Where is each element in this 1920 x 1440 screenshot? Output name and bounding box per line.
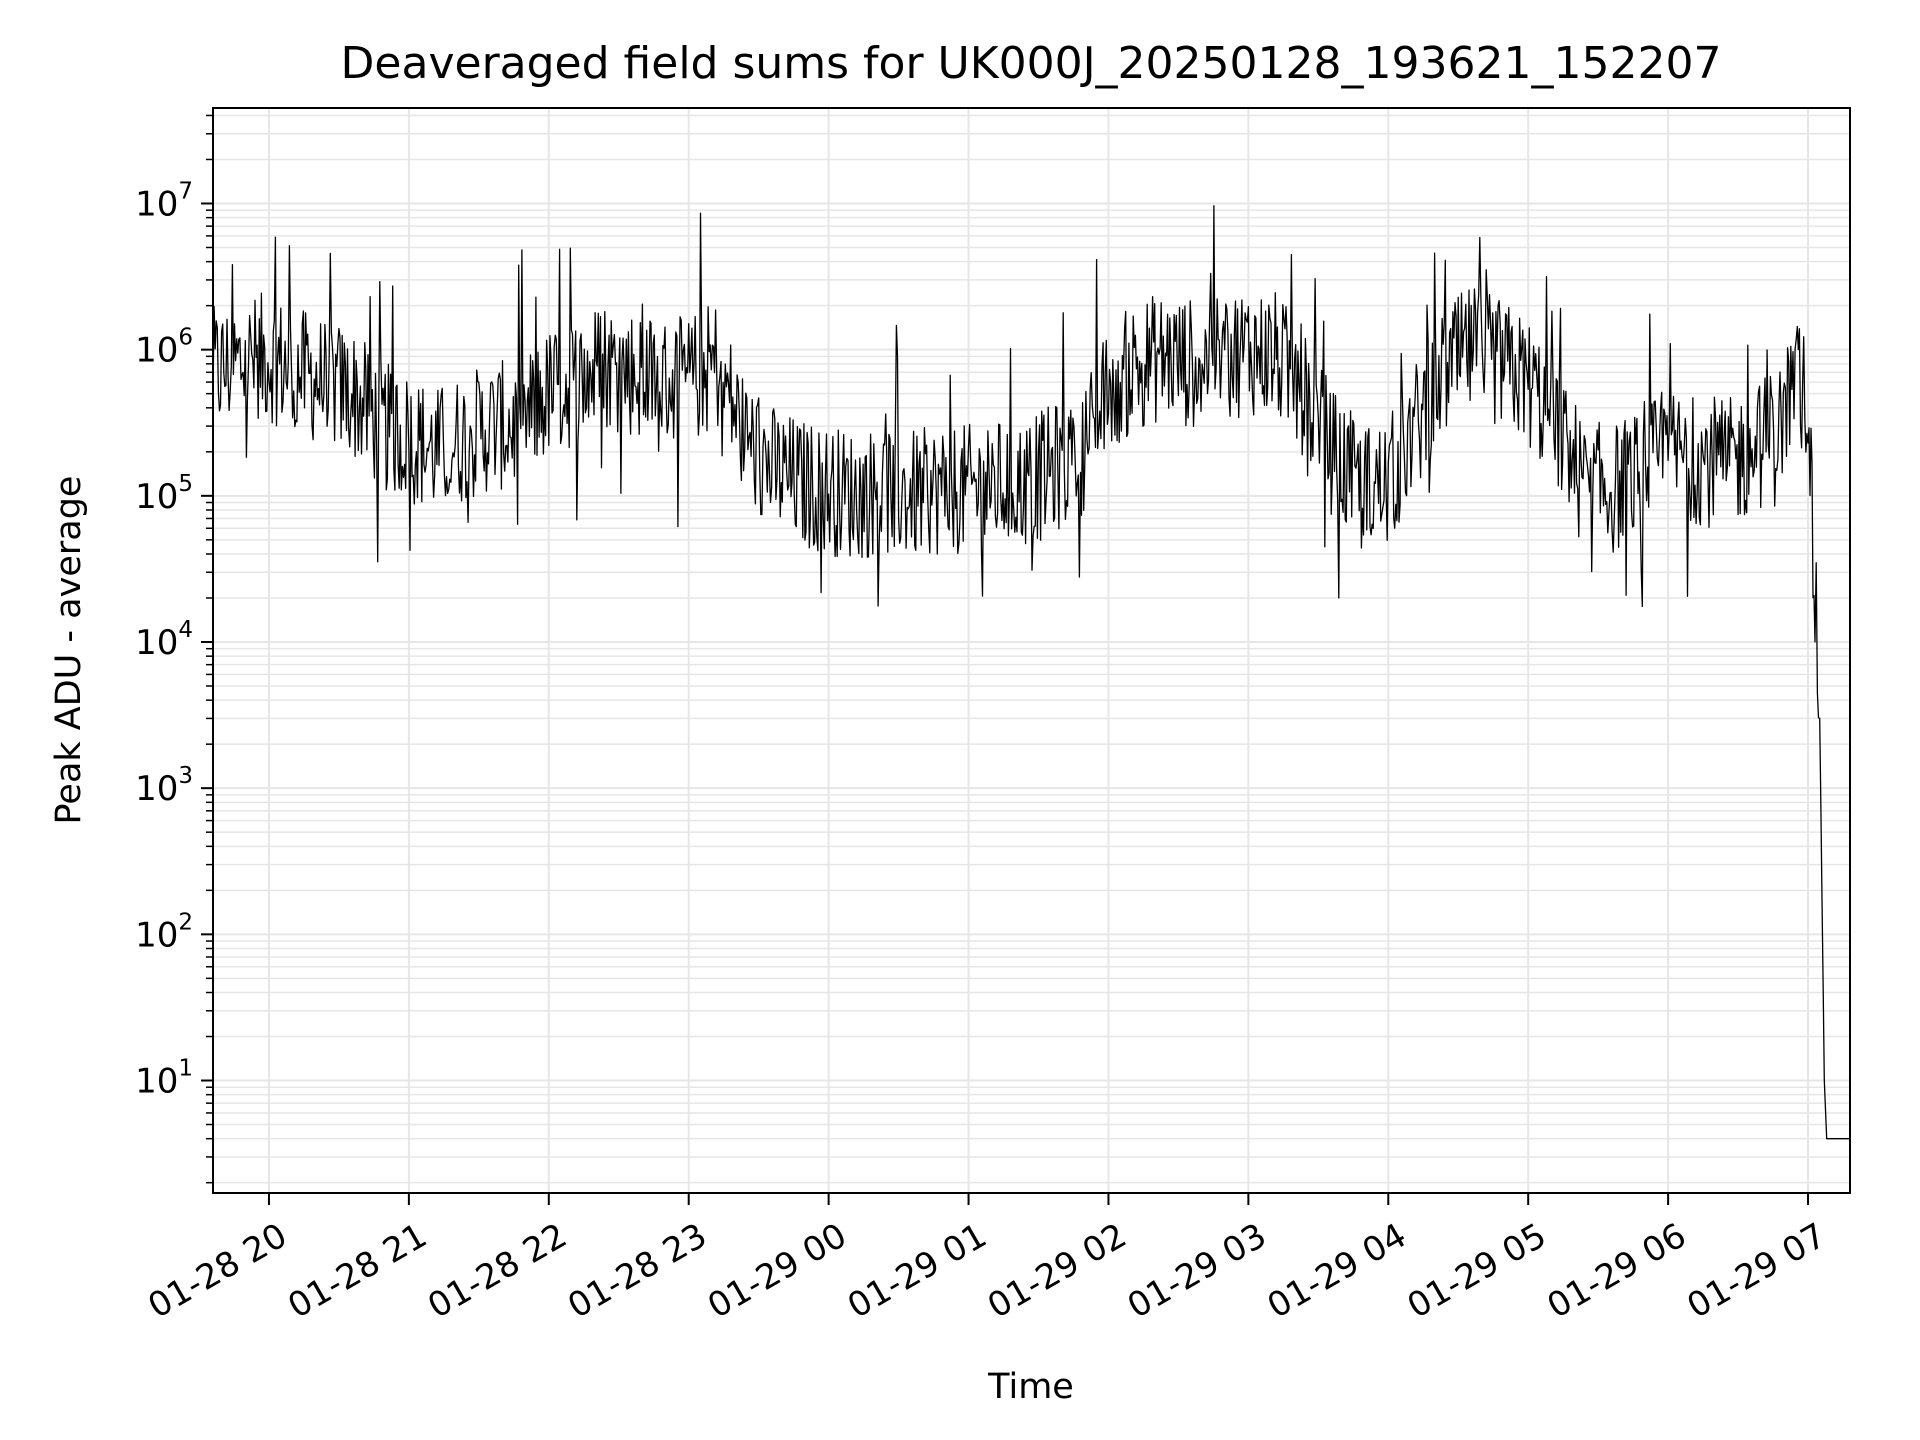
series-line <box>212 205 1850 1140</box>
y-tick-label: 105 <box>135 471 193 517</box>
plot-frame <box>212 107 1851 1194</box>
y-tick-label: 107 <box>135 178 193 224</box>
y-tick-label: 101 <box>135 1056 193 1102</box>
y-axis-ticks: 101 102 103 104 105 106 107 <box>135 114 213 1184</box>
y-tick-label: 104 <box>135 617 193 663</box>
chart-title: Deaveraged field sums for UK000J_2025012… <box>341 38 1722 89</box>
y-tick-label: 103 <box>135 763 193 809</box>
y-tick-label: 102 <box>135 909 193 955</box>
y-tick-label: 106 <box>135 325 193 371</box>
y-axis-label: Peak ADU - average <box>49 476 89 825</box>
series-lines <box>212 205 1850 1140</box>
x-axis-label: Time <box>987 1367 1074 1407</box>
